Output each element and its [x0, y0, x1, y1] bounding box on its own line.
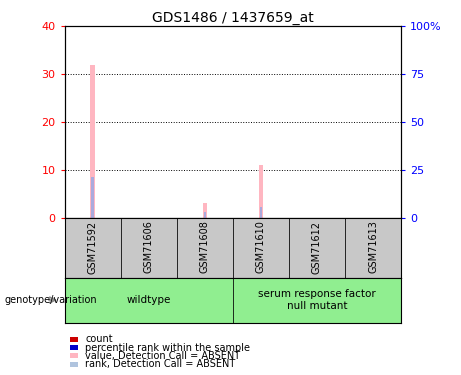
Text: GSM71606: GSM71606: [144, 220, 154, 273]
Text: percentile rank within the sample: percentile rank within the sample: [85, 343, 250, 352]
Text: GSM71592: GSM71592: [88, 220, 98, 274]
Text: count: count: [85, 334, 113, 344]
Text: GSM71610: GSM71610: [256, 220, 266, 273]
Text: GSM71612: GSM71612: [312, 220, 322, 273]
Bar: [202, 203, 207, 217]
Text: GSM71608: GSM71608: [200, 220, 210, 273]
Bar: [70, 354, 78, 358]
Bar: [259, 165, 263, 218]
Bar: [70, 362, 78, 366]
Bar: [260, 207, 262, 218]
Bar: [91, 177, 94, 218]
Title: GDS1486 / 1437659_at: GDS1486 / 1437659_at: [152, 11, 313, 25]
Bar: [65, 278, 233, 322]
Text: wildtype: wildtype: [126, 295, 171, 305]
Text: serum response factor
null mutant: serum response factor null mutant: [258, 289, 376, 311]
Text: GSM71613: GSM71613: [368, 220, 378, 273]
Bar: [90, 64, 95, 218]
Bar: [233, 278, 401, 322]
Bar: [233, 217, 289, 278]
Text: genotype/variation: genotype/variation: [5, 295, 97, 305]
Bar: [121, 217, 177, 278]
Bar: [70, 345, 78, 350]
Bar: [65, 217, 121, 278]
Text: value, Detection Call = ABSENT: value, Detection Call = ABSENT: [85, 351, 240, 361]
Bar: [289, 217, 345, 278]
Bar: [204, 212, 206, 217]
Bar: [177, 217, 233, 278]
Bar: [345, 217, 401, 278]
Bar: [70, 337, 78, 342]
Text: rank, Detection Call = ABSENT: rank, Detection Call = ABSENT: [85, 359, 236, 369]
